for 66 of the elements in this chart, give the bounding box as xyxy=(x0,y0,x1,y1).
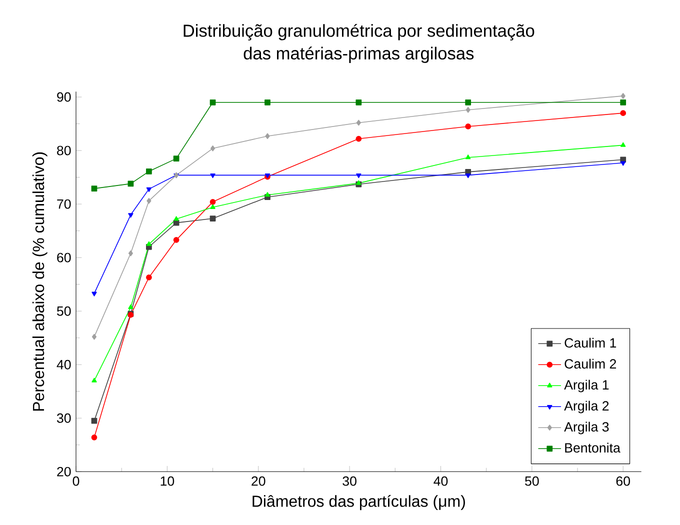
y-tick-label: 90 xyxy=(57,92,71,102)
point xyxy=(620,93,626,99)
point xyxy=(465,124,472,130)
point xyxy=(128,180,134,187)
point xyxy=(265,133,270,140)
y-axis-title: Percentual abaixo de (% cumulativo) xyxy=(32,152,48,411)
point xyxy=(620,99,626,106)
point xyxy=(620,161,626,166)
point xyxy=(92,292,97,296)
y-tick-label: 60 xyxy=(57,252,71,262)
point xyxy=(466,174,471,178)
point xyxy=(620,142,626,147)
legend-label: Argila 1 xyxy=(564,380,609,392)
point xyxy=(128,304,134,310)
chart-title: Distribuição granulométrica por sedimentação das matérias-primas argilosas xyxy=(184,24,534,63)
y-tick-label: 30 xyxy=(56,413,71,423)
x-tick-label: 50 xyxy=(525,476,539,486)
x-axis-title: Diâmetros das partículas (μm) xyxy=(252,494,465,510)
point xyxy=(356,120,361,126)
legend-label: Argila 2 xyxy=(564,400,609,414)
point xyxy=(466,154,471,160)
legend-label: Bentonita xyxy=(565,442,620,453)
point xyxy=(620,110,626,116)
x-tick-label: 0 xyxy=(72,476,80,486)
point xyxy=(210,204,216,209)
point xyxy=(128,250,134,256)
y-tick-label: 50 xyxy=(57,306,71,316)
point xyxy=(210,216,216,222)
point xyxy=(128,213,134,218)
point xyxy=(356,99,362,106)
legend-label: Caulim 2 xyxy=(564,358,616,369)
point xyxy=(146,241,152,246)
point xyxy=(264,192,270,197)
legend-label: Argila 3 xyxy=(564,422,609,434)
point xyxy=(146,168,152,174)
point xyxy=(210,145,216,152)
point xyxy=(210,174,216,178)
x-tick-label: 10 xyxy=(160,476,174,486)
point xyxy=(174,216,179,221)
point xyxy=(465,99,472,106)
point xyxy=(356,174,362,178)
point xyxy=(146,198,152,204)
point xyxy=(146,274,152,280)
point xyxy=(91,418,98,424)
x-tick-label: 20 xyxy=(252,476,266,486)
y-tick-label: 40 xyxy=(56,360,71,370)
point xyxy=(92,334,97,340)
point xyxy=(466,106,470,113)
point xyxy=(264,99,270,106)
x-tick-label: 60 xyxy=(616,476,630,486)
y-tick-label: 70 xyxy=(57,199,71,209)
point xyxy=(356,180,362,185)
point xyxy=(173,236,180,243)
point xyxy=(91,186,98,192)
y-tick-label: 80 xyxy=(57,146,71,156)
point xyxy=(356,136,362,142)
point xyxy=(210,198,216,205)
point xyxy=(146,187,152,192)
point xyxy=(210,99,216,106)
x-tick-label: 30 xyxy=(342,476,356,486)
y-tick-label: 20 xyxy=(57,466,71,476)
point xyxy=(92,378,97,382)
legend-label: Caulim 1 xyxy=(564,338,616,348)
x-tick-label: 40 xyxy=(434,476,448,486)
point xyxy=(91,434,98,440)
point xyxy=(173,156,180,162)
